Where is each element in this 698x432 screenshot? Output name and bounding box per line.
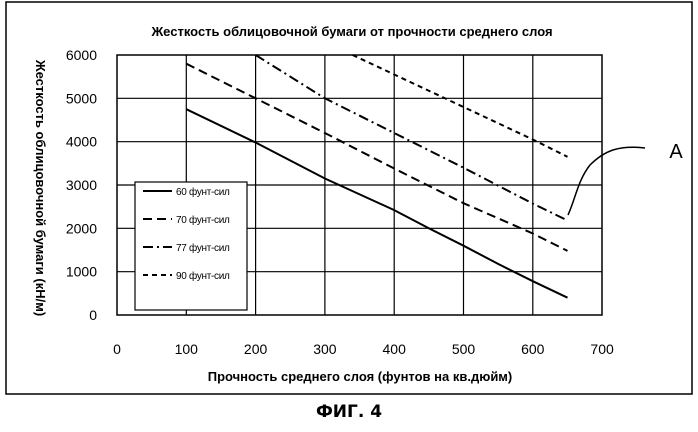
y-tick-label: 5000 [66, 90, 97, 106]
legend: 60 фунт-сил 70 фунт-сил 77 фунт-сил 90 фунт… [135, 182, 247, 310]
x-tick-label: 700 [590, 341, 614, 357]
y-tick-label: 1000 [66, 264, 97, 280]
callout-label: A [669, 141, 683, 163]
y-tick-label: 6000 [66, 47, 97, 63]
x-tick-label: 400 [383, 341, 407, 357]
x-tick-label: 100 [175, 341, 199, 357]
y-axis-label: Жесткость облицовочной бумаги (кН/м) [33, 59, 48, 316]
x-tick-label: 0 [113, 341, 121, 357]
y-tick-label: 0 [89, 307, 97, 323]
x-tick-label: 300 [313, 341, 337, 357]
y-tick-label: 3000 [66, 177, 97, 193]
chart-title: Жесткость облицовочной бумаги от прочнос… [150, 24, 552, 39]
y-tick-label: 2000 [66, 220, 97, 236]
y-tick-labels: 0 1000 2000 3000 4000 5000 6000 [66, 47, 97, 323]
figure-frame [6, 2, 692, 394]
chart: Жесткость облицовочной бумаги от прочнос… [0, 0, 698, 400]
legend-label: 70 фунт-сил [176, 214, 230, 226]
series-line-3 [256, 55, 568, 221]
x-tick-labels: 0 100 200 300 400 500 600 700 [113, 341, 614, 357]
legend-label: 90 фунт-сил [176, 270, 230, 282]
x-tick-label: 600 [521, 341, 545, 357]
figure-caption: ФИГ. 4 [0, 402, 698, 422]
x-tick-label: 200 [244, 341, 268, 357]
x-tick-label: 500 [452, 341, 476, 357]
y-tick-label: 4000 [66, 134, 97, 150]
x-axis-label: Прочность среднего слоя (фунтов на кв.дю… [208, 369, 513, 384]
legend-label: 77 фунт-сил [176, 242, 230, 254]
callout-leader [568, 147, 645, 215]
legend-label: 60 фунт-сил [176, 186, 230, 198]
